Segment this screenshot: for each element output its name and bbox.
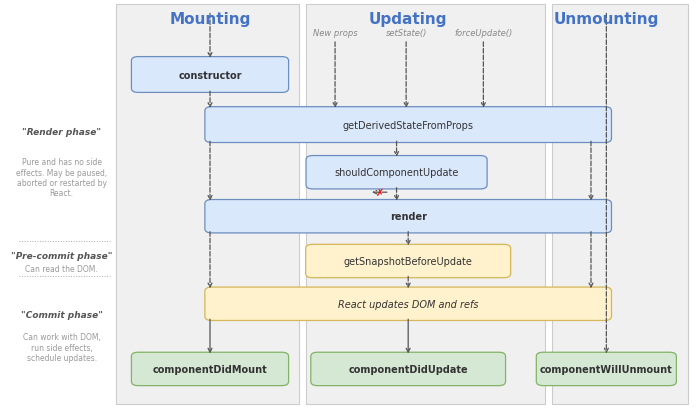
Text: render: render bbox=[390, 212, 427, 222]
FancyBboxPatch shape bbox=[552, 5, 688, 404]
Text: forceUpdate(): forceUpdate() bbox=[454, 29, 512, 38]
FancyBboxPatch shape bbox=[311, 353, 505, 386]
Text: getDerivedStateFromProps: getDerivedStateFromProps bbox=[343, 120, 474, 130]
Text: "Pre-commit phase": "Pre-commit phase" bbox=[11, 251, 113, 260]
FancyBboxPatch shape bbox=[132, 57, 288, 93]
Text: ✗: ✗ bbox=[375, 188, 384, 198]
Text: Unmounting: Unmounting bbox=[554, 12, 659, 27]
Text: Mounting: Mounting bbox=[169, 12, 251, 27]
FancyBboxPatch shape bbox=[132, 353, 288, 386]
Text: Updating: Updating bbox=[369, 12, 447, 27]
FancyBboxPatch shape bbox=[205, 288, 612, 321]
FancyBboxPatch shape bbox=[205, 200, 612, 234]
Text: getSnapshotBeforeUpdate: getSnapshotBeforeUpdate bbox=[344, 256, 472, 266]
FancyBboxPatch shape bbox=[306, 245, 511, 278]
FancyBboxPatch shape bbox=[306, 156, 487, 189]
FancyBboxPatch shape bbox=[205, 108, 612, 143]
FancyBboxPatch shape bbox=[116, 5, 299, 404]
Text: setState(): setState() bbox=[386, 29, 427, 38]
Text: Can work with DOM,
run side effects,
schedule updates.: Can work with DOM, run side effects, sch… bbox=[23, 333, 101, 362]
Text: "Render phase": "Render phase" bbox=[22, 127, 102, 136]
Text: Can read the DOM.: Can read the DOM. bbox=[25, 264, 98, 273]
Text: Pure and has no side
effects. May be paused,
aborted or restarted by
React.: Pure and has no side effects. May be pau… bbox=[16, 158, 107, 198]
FancyBboxPatch shape bbox=[536, 353, 676, 386]
Text: componentDidUpdate: componentDidUpdate bbox=[349, 364, 468, 374]
FancyBboxPatch shape bbox=[306, 5, 545, 404]
Text: componentDidMount: componentDidMount bbox=[153, 364, 267, 374]
Text: constructor: constructor bbox=[178, 70, 241, 80]
Text: New props: New props bbox=[313, 29, 358, 38]
Text: "Commit phase": "Commit phase" bbox=[21, 310, 103, 319]
Text: React updates DOM and refs: React updates DOM and refs bbox=[338, 299, 478, 309]
Text: componentWillUnmount: componentWillUnmount bbox=[540, 364, 673, 374]
Text: shouldComponentUpdate: shouldComponentUpdate bbox=[335, 168, 458, 178]
